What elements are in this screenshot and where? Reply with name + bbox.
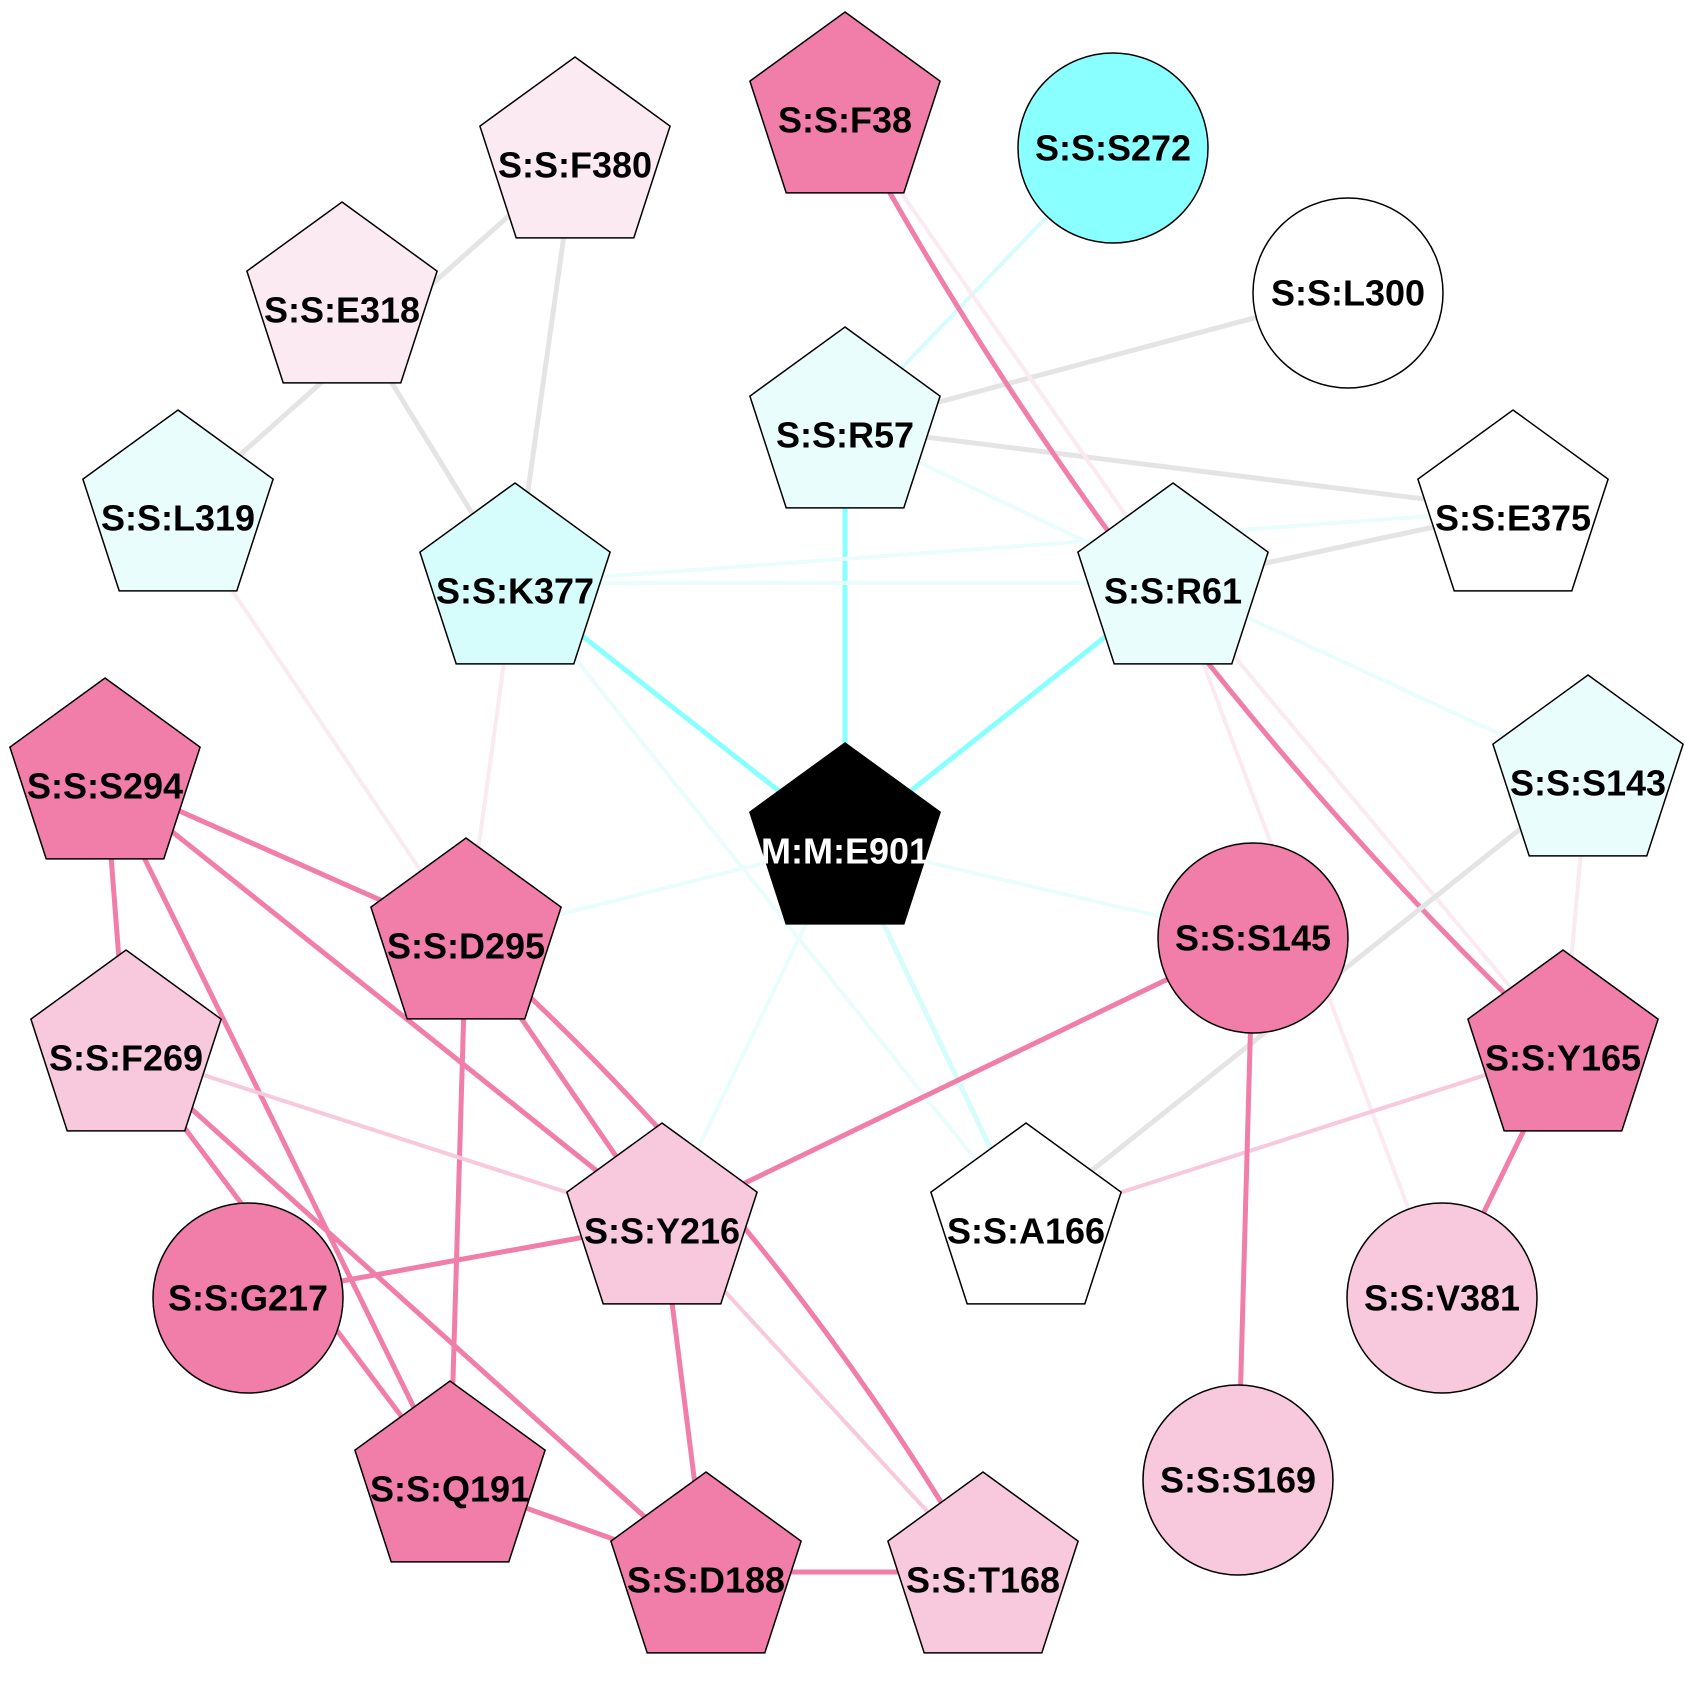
node-label: S:S:A166: [947, 1211, 1105, 1252]
node-label: S:S:R57: [776, 415, 914, 456]
node-a166[interactable]: S:S:A166: [930, 1122, 1122, 1305]
node-pentagon-shape: [1492, 674, 1684, 857]
node-label: S:S:D295: [387, 926, 545, 967]
node-l319[interactable]: S:S:L319: [82, 409, 274, 592]
edge-f269-d188: [123, 1047, 709, 1575]
node-s272[interactable]: S:S:S272: [1017, 52, 1209, 244]
node-label: S:S:G217: [168, 1278, 328, 1319]
node-label: S:S:Y216: [584, 1211, 740, 1252]
node-label: S:S:E318: [264, 290, 420, 331]
node-label: S:S:F38: [778, 100, 912, 141]
node-s169[interactable]: S:S:S169: [1142, 1384, 1334, 1576]
node-label: S:S:E375: [1435, 498, 1591, 539]
node-pentagon-shape: [610, 1471, 802, 1654]
edge-k377-a166: [513, 581, 1028, 1225]
node-g217[interactable]: S:S:G217: [152, 1202, 344, 1394]
node-circle-shape: [1142, 1384, 1334, 1576]
node-pentagon-shape: [887, 1471, 1079, 1654]
node-q191[interactable]: S:S:Q191: [354, 1380, 546, 1563]
node-label: S:S:S145: [1175, 918, 1331, 959]
node-label: S:S:S169: [1160, 1460, 1316, 1501]
node-label: S:S:S294: [27, 766, 183, 807]
node-pentagon-shape: [1077, 482, 1269, 665]
node-r61[interactable]: S:S:R61: [1077, 482, 1269, 665]
node-pentagon-shape: [354, 1380, 546, 1563]
node-circle-shape: [152, 1202, 344, 1394]
node-label: S:S:D188: [627, 1560, 785, 1601]
node-pentagon-shape: [749, 742, 941, 925]
node-label: S:S:S143: [1510, 763, 1666, 804]
node-d188[interactable]: S:S:D188: [610, 1471, 802, 1654]
node-pentagon-shape: [749, 326, 941, 509]
edge-r57-e375: [842, 424, 1516, 513]
edge-s294-q191: [102, 775, 453, 1484]
node-label: S:S:S272: [1035, 128, 1191, 169]
node-k377[interactable]: S:S:K377: [419, 482, 611, 665]
node-pentagon-shape: [419, 482, 611, 665]
node-label: M:M:E901: [761, 831, 929, 872]
node-pentagon-shape: [930, 1122, 1122, 1305]
node-label: S:S:Q191: [370, 1469, 530, 1510]
node-label: S:S:L319: [101, 498, 255, 539]
node-v381[interactable]: S:S:V381: [1346, 1202, 1538, 1394]
node-f38[interactable]: S:S:F38: [749, 11, 941, 194]
edge-r61-y165: [1171, 581, 1565, 1052]
node-y216[interactable]: S:S:Y216: [566, 1122, 758, 1305]
node-t168[interactable]: S:S:T168: [887, 1471, 1079, 1654]
node-label: S:S:K377: [436, 571, 594, 612]
node-s145[interactable]: S:S:S145: [1157, 842, 1349, 1034]
node-f269[interactable]: S:S:F269: [30, 949, 222, 1132]
node-pentagon-shape: [1417, 409, 1609, 592]
edge-s145-y216: [659, 935, 1256, 1226]
nodes-layer: S:S:F38 S:S:S272 S:S:F380 S:S:E318 S:S:L300 S…: [9, 11, 1684, 1654]
node-d295[interactable]: S:S:D295: [370, 837, 562, 1020]
node-circle-shape: [1252, 197, 1444, 389]
node-label: S:S:Y165: [1485, 1038, 1641, 1079]
node-e318[interactable]: S:S:E318: [246, 201, 438, 384]
node-pentagon-shape: [246, 201, 438, 384]
node-e901[interactable]: M:M:E901: [749, 742, 941, 925]
node-s294[interactable]: S:S:S294: [9, 677, 201, 860]
node-label: S:S:V381: [1364, 1278, 1520, 1319]
node-pentagon-shape: [1467, 949, 1659, 1132]
node-label: S:S:T168: [906, 1560, 1060, 1601]
node-label: S:S:R61: [1104, 571, 1242, 612]
node-pentagon-shape: [566, 1122, 758, 1305]
node-circle-shape: [1157, 842, 1349, 1034]
node-l300[interactable]: S:S:L300: [1252, 197, 1444, 389]
node-r57[interactable]: S:S:R57: [749, 326, 941, 509]
node-pentagon-shape: [9, 677, 201, 860]
node-pentagon-shape: [749, 11, 941, 194]
edge-k377-e375: [513, 508, 1515, 585]
node-pentagon-shape: [370, 837, 562, 1020]
node-y165[interactable]: S:S:Y165: [1467, 949, 1659, 1132]
edge-d295-t168: [463, 935, 986, 1575]
node-circle-shape: [1346, 1202, 1538, 1394]
node-pentagon-shape: [30, 949, 222, 1132]
node-e375[interactable]: S:S:E375: [1417, 409, 1609, 592]
node-s143[interactable]: S:S:S143: [1492, 674, 1684, 857]
node-pentagon-shape: [479, 56, 671, 239]
node-circle-shape: [1017, 52, 1209, 244]
node-label: S:S:F269: [49, 1038, 203, 1079]
node-f380[interactable]: S:S:F380: [479, 56, 671, 239]
node-label: S:S:L300: [1271, 273, 1425, 314]
node-pentagon-shape: [82, 409, 274, 592]
node-label: S:S:F380: [498, 145, 652, 186]
edge-s294-y216: [102, 775, 665, 1226]
